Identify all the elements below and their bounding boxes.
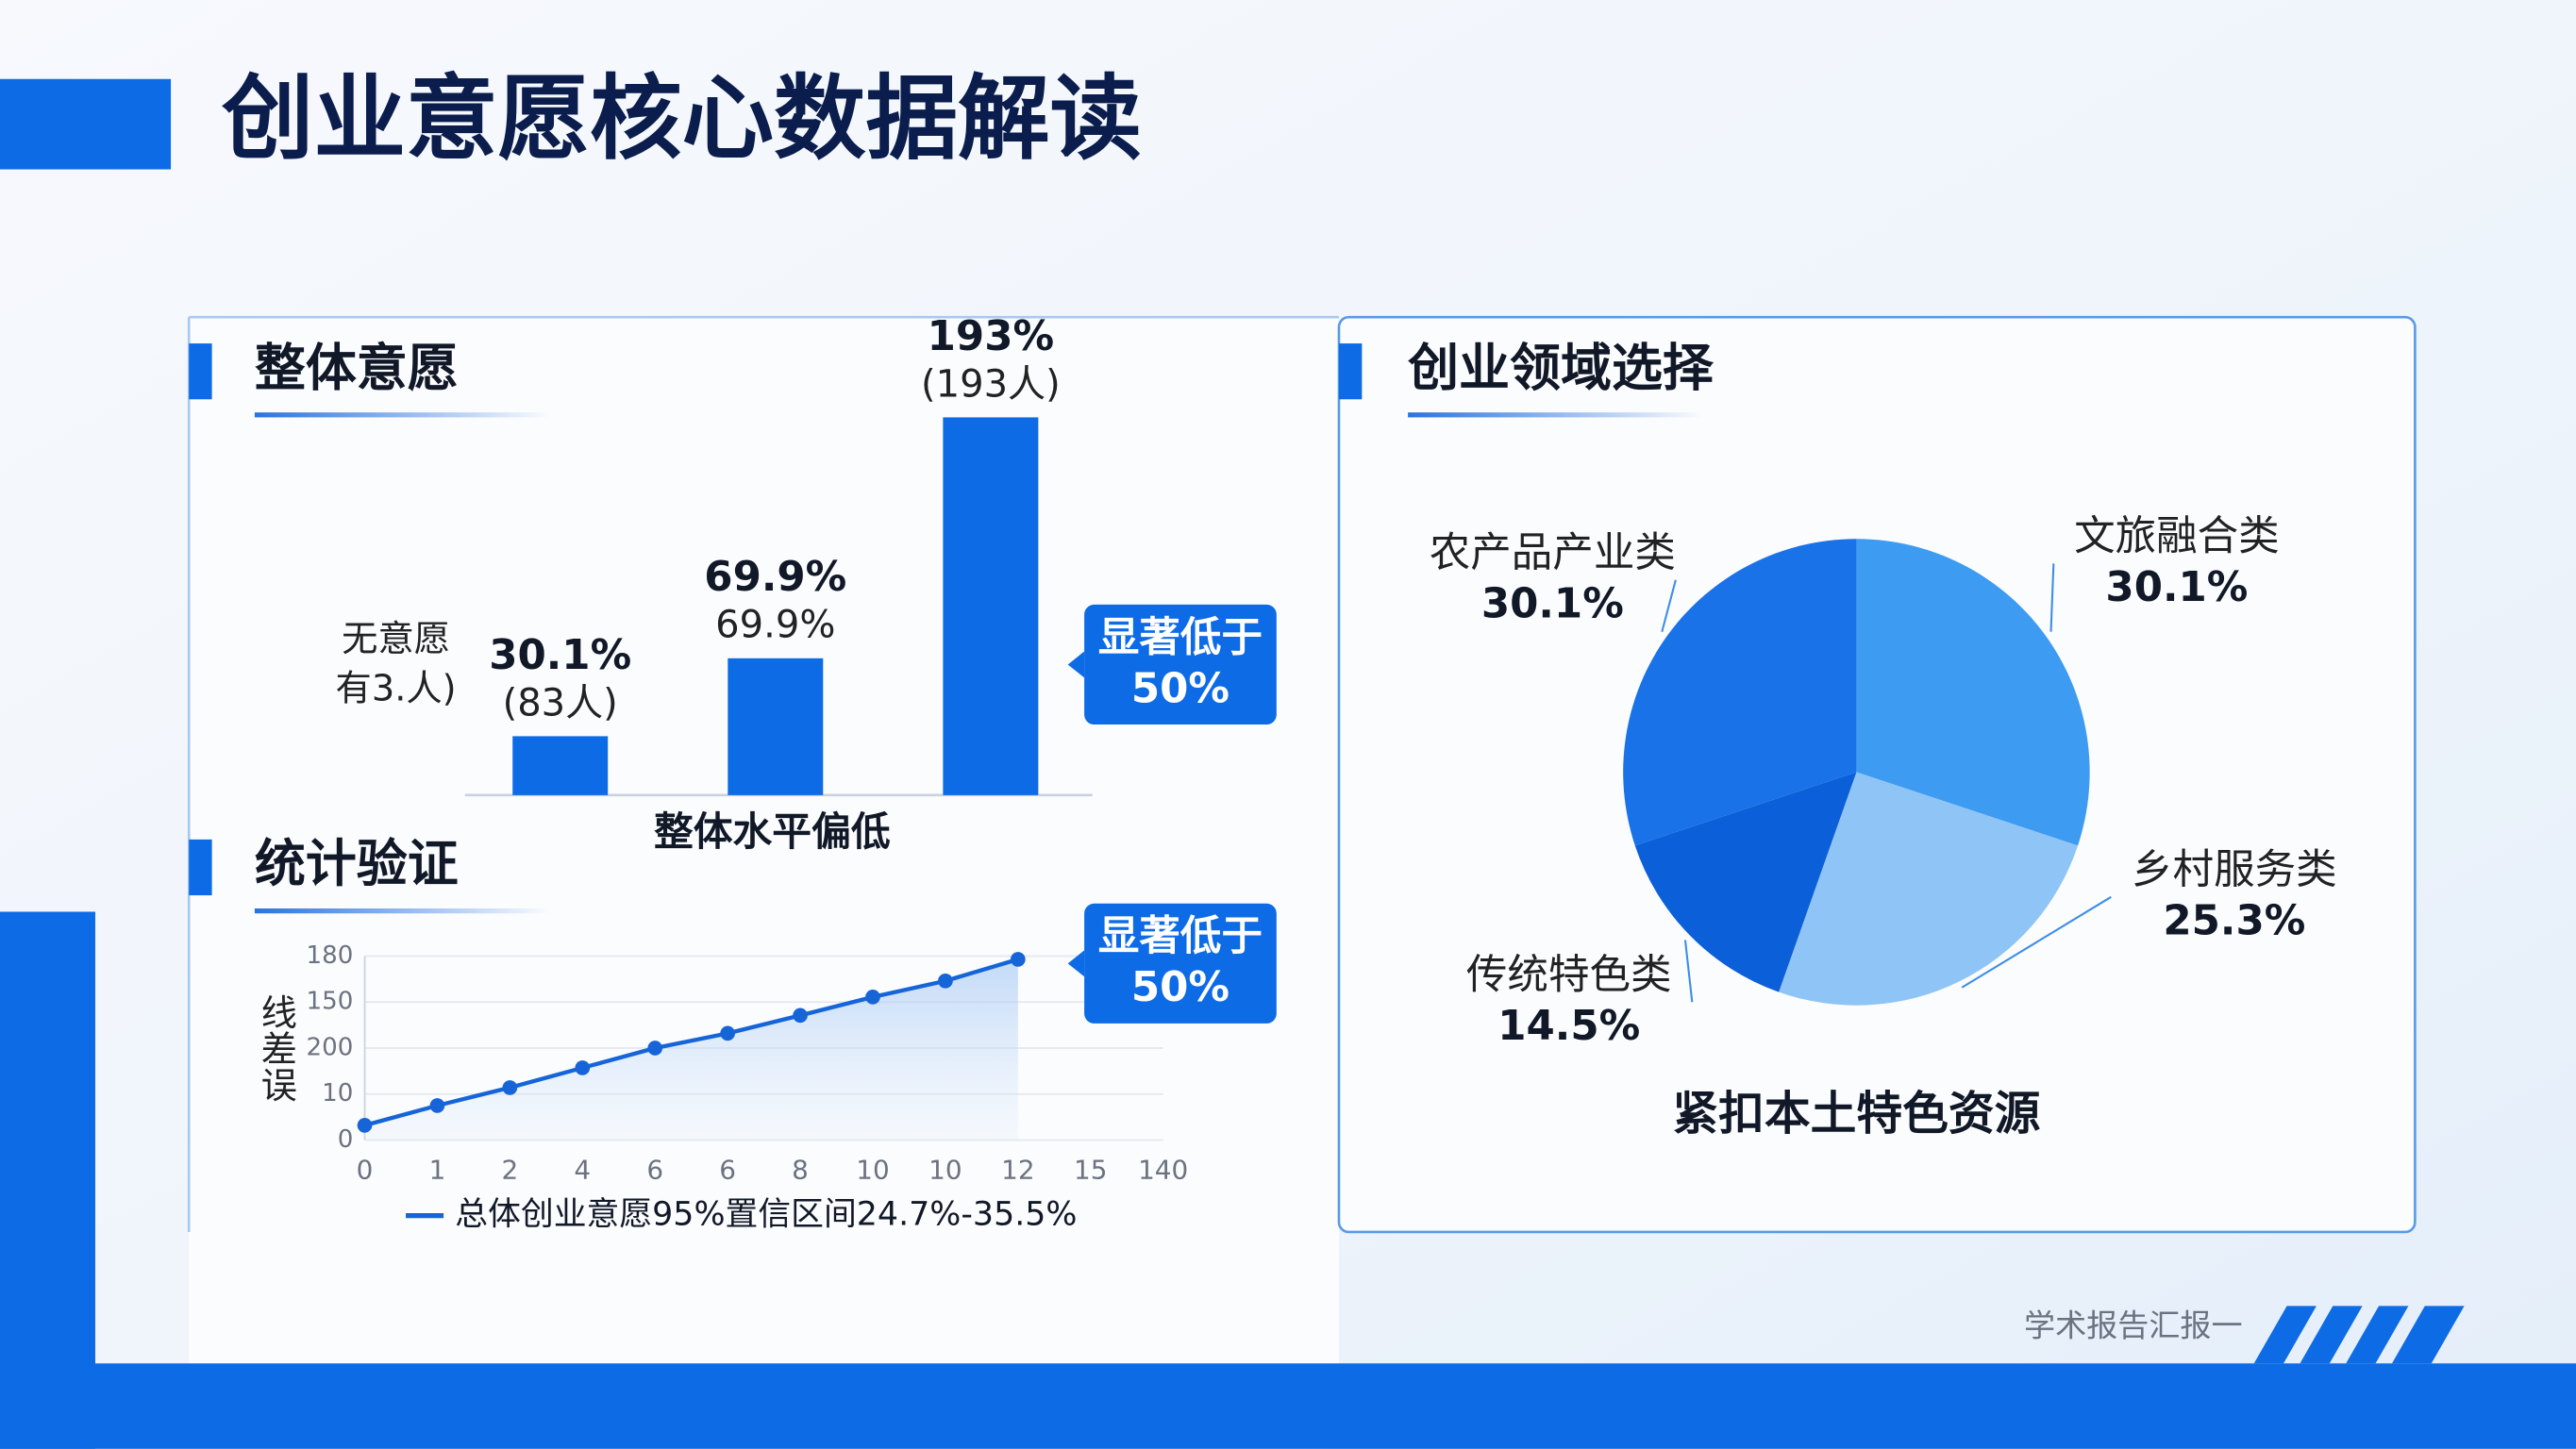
pie-caption: 紧扣本土特色资源 xyxy=(1672,1088,2040,1141)
callout-box xyxy=(1084,604,1277,724)
footer-text: 学术报告汇报一 xyxy=(2024,1307,2243,1343)
panel-title: 统计验证 xyxy=(255,834,459,893)
x-tick-label: 8 xyxy=(792,1155,809,1186)
bar xyxy=(943,417,1039,795)
y-tick-label: 0 xyxy=(338,1125,354,1154)
footer-stripes xyxy=(2253,1306,2465,1364)
pie-label: 乡村服务类 xyxy=(2132,847,2337,894)
leader-line xyxy=(1661,579,1677,632)
point xyxy=(575,1060,591,1075)
panel-title: 创业领域选择 xyxy=(1408,338,1715,397)
pie-slice xyxy=(1779,772,2079,1006)
y-axis-label: 线差误 xyxy=(255,994,297,1103)
leader-line xyxy=(1961,895,2112,989)
x-tick-label: 10 xyxy=(856,1155,889,1186)
value-label: 193% xyxy=(928,313,1054,360)
x-tick-label: 12 xyxy=(1001,1155,1034,1186)
sub-label: 69.9% xyxy=(715,604,835,647)
x-tick-label: 15 xyxy=(1074,1155,1107,1186)
panel-accent xyxy=(1338,343,1363,400)
point xyxy=(1010,952,1026,967)
x-tick-label: 1 xyxy=(429,1155,446,1186)
callout-pointer xyxy=(1067,651,1085,678)
title-accent xyxy=(0,78,172,170)
x-axis-label: 整体水平偏低 xyxy=(654,808,891,855)
pie-label: 文旅融合类 xyxy=(2074,513,2280,560)
category-label: 无意愿有3.人) xyxy=(336,618,457,709)
left-band xyxy=(0,911,95,1449)
pie-value-label: 25.3% xyxy=(2163,898,2305,945)
point xyxy=(502,1080,518,1095)
x-tick-label: 4 xyxy=(574,1155,591,1186)
pie-label: 农产品产业类 xyxy=(1430,530,1676,577)
y-tick-label: 180 xyxy=(306,941,353,970)
pie-value-label: 30.1% xyxy=(2105,564,2248,611)
pie-slice xyxy=(1623,539,1857,846)
x-tick-label: 6 xyxy=(646,1155,663,1186)
point xyxy=(647,1041,663,1056)
sub-label: (193人) xyxy=(921,362,1061,406)
pie-value-label: 14.5% xyxy=(1497,1003,1640,1050)
value-label: 69.9% xyxy=(704,554,846,601)
x-tick-label: 10 xyxy=(928,1155,962,1186)
legend-label: 总体创业意愿95%置信区间24.7%-35.5% xyxy=(455,1196,1077,1234)
sub-label: (83人) xyxy=(503,681,618,724)
point xyxy=(357,1118,373,1133)
panel-underline xyxy=(254,412,551,418)
bar xyxy=(728,658,824,795)
pie-slice xyxy=(1634,772,1857,992)
callout-text: 显著低于 50% xyxy=(1098,614,1263,712)
y-tick-label: 150 xyxy=(306,988,353,1016)
point xyxy=(938,973,953,989)
panel-title: 整体意愿 xyxy=(255,338,459,397)
point xyxy=(865,990,880,1005)
x-tick-label: 6 xyxy=(719,1155,736,1186)
point xyxy=(720,1025,735,1041)
callout-pointer xyxy=(1067,950,1085,977)
x-tick-label: 2 xyxy=(502,1155,519,1186)
panel-accent xyxy=(189,839,212,896)
leader-line xyxy=(2049,563,2055,632)
pie-label: 传统特色类 xyxy=(1466,952,1672,999)
callout-text: 显著低于 50% xyxy=(1098,913,1263,1011)
bar xyxy=(512,736,609,795)
value-label: 30.1% xyxy=(489,632,631,679)
callout-box xyxy=(1084,903,1277,1024)
x-tick-label: 0 xyxy=(357,1155,374,1186)
left-panel xyxy=(189,317,1339,1364)
y-tick-label: 200 xyxy=(306,1033,353,1061)
pie-value-label: 30.1% xyxy=(1481,581,1624,628)
leader-line xyxy=(1683,940,1694,1003)
line-area xyxy=(364,958,1018,1141)
pie-slice xyxy=(1856,539,2090,846)
panel-underline xyxy=(1408,412,1704,418)
panel-underline xyxy=(254,908,551,914)
point xyxy=(429,1098,445,1113)
bottom-band xyxy=(0,1363,2576,1449)
panel-accent xyxy=(189,343,212,400)
point xyxy=(793,1008,808,1024)
x-tick-label: 140 xyxy=(1138,1155,1188,1186)
y-tick-label: 10 xyxy=(322,1079,353,1108)
slide-title: 创业意愿核心数据解读 xyxy=(222,64,1142,172)
line xyxy=(363,957,1019,1127)
